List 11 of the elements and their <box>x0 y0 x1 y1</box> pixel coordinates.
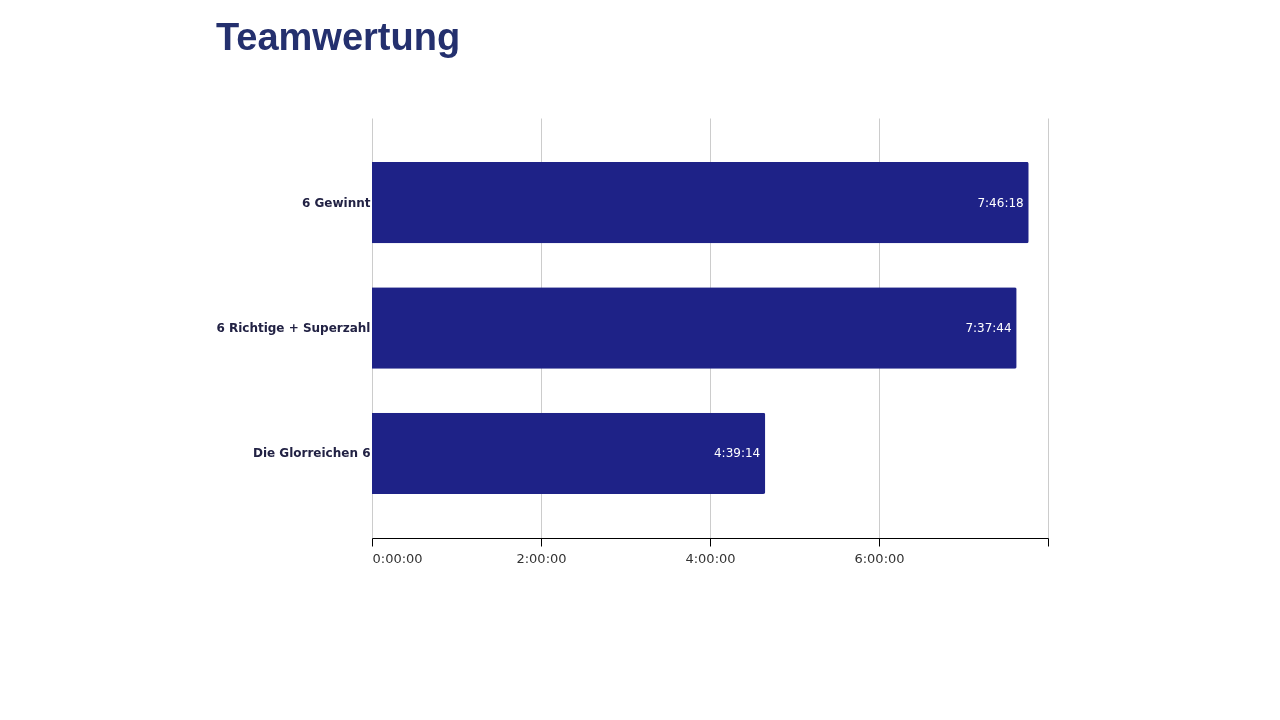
x-tick-label: 2:00:00 <box>516 550 567 566</box>
x-tick-label: 0:00:00 <box>372 550 423 566</box>
text: 7:37:44 <box>965 321 1012 335</box>
y-tick-label: Die Glorreichen 6 <box>252 446 371 461</box>
y-tick-label: 6 Gewinnt <box>301 195 371 210</box>
y-tick-label: 6 Richtige + Superzahl <box>216 321 371 335</box>
chart-title: Teamwertung <box>215 16 461 58</box>
x-tick-label: 6:00:00 <box>854 550 905 566</box>
x-tick-label: 4:00:00 <box>685 550 736 566</box>
text: 7:46:18 <box>977 195 1024 210</box>
text: 4:39:14 <box>713 446 761 461</box>
